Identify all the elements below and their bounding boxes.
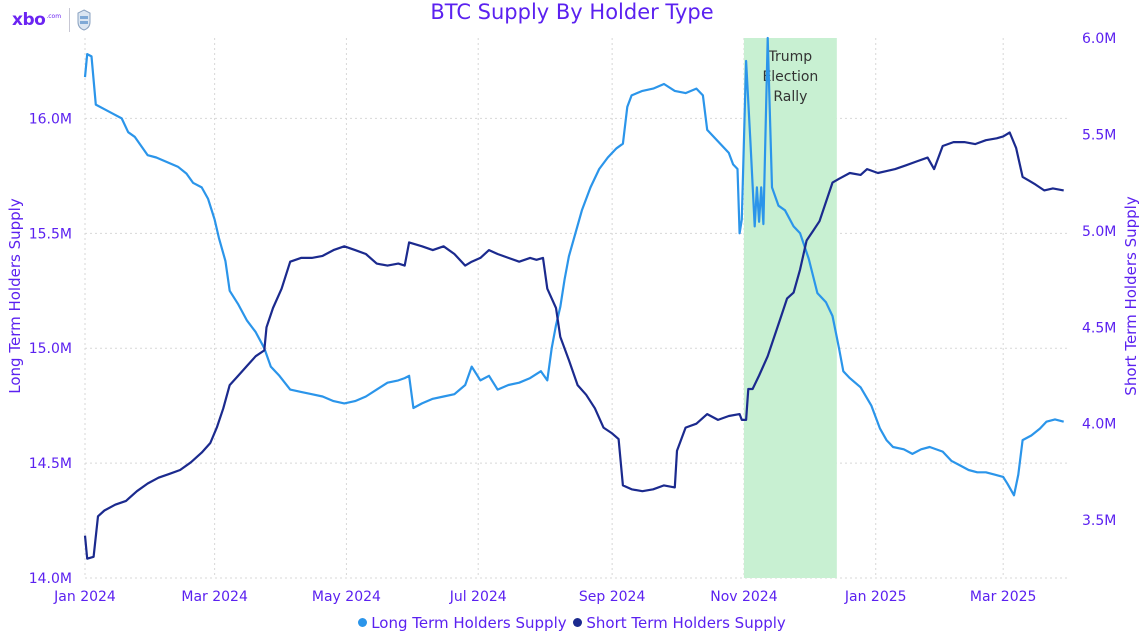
legend-label-short-term: Short Term Holders Supply: [586, 614, 786, 632]
left-tick-label: 14.5M: [29, 456, 72, 472]
gridlines: [84, 38, 1068, 579]
left-axis: 14.0M 14.5M 15.0M 15.5M 16.0M: [29, 111, 72, 587]
left-tick-label: 16.0M: [29, 111, 72, 127]
logo-domain: .com: [46, 12, 62, 20]
left-axis-title: Long Term Holders Supply: [6, 198, 24, 394]
x-tick-label: Mar 2025: [970, 589, 1037, 605]
right-tick-label: 3.5M: [1082, 513, 1116, 529]
legend: Long Term Holders Supply Short Term Hold…: [0, 614, 1144, 632]
right-tick-label: 4.5M: [1082, 320, 1116, 336]
annotation-line: Rally: [773, 89, 807, 105]
series-line-short-term: [83, 131, 1064, 560]
left-tick-label: 15.0M: [29, 341, 72, 357]
right-tick-label: 5.0M: [1082, 224, 1116, 240]
legend-item-short-term[interactable]: Short Term Holders Supply: [573, 614, 786, 632]
x-tick-label: Mar 2024: [181, 589, 248, 605]
highlight-region: [743, 38, 837, 578]
left-tick-label: 15.5M: [29, 226, 72, 242]
legend-marker-short-term: [573, 618, 583, 627]
right-axis-title: Short Term Holders Supply: [1122, 196, 1140, 396]
x-tick-label: Jan 2024: [53, 589, 116, 605]
right-tick-label: 6.0M: [1082, 31, 1116, 47]
x-tick-label: Jul 2024: [449, 589, 507, 605]
right-axis: 3.5M 4.0M 4.5M 5.0M 5.5M 6.0M: [1082, 31, 1116, 529]
x-tick-label: Sep 2024: [579, 589, 646, 605]
right-tick-label: 4.0M: [1082, 417, 1116, 433]
brand-logo: xbo .com: [12, 6, 92, 34]
x-tick-label: Nov 2024: [710, 589, 777, 605]
right-tick-label: 5.5M: [1082, 127, 1116, 143]
left-tick-label: 14.0M: [29, 571, 72, 587]
series-line-long-term: [83, 36, 1064, 497]
logo-text: xbo: [12, 10, 46, 30]
logo-divider: [69, 8, 71, 32]
x-tick-label: Jan 2025: [844, 589, 907, 605]
legend-marker-long-term: [358, 618, 368, 627]
legend-item-long-term[interactable]: Long Term Holders Supply: [358, 614, 567, 632]
annotation-line: Trump: [768, 49, 813, 65]
annotation-line: Election: [762, 69, 818, 85]
x-axis: Jan 2024 Mar 2024 May 2024 Jul 2024 Sep 2024…: [53, 589, 1036, 605]
crest-icon: [77, 9, 91, 31]
chart-title: BTC Supply By Holder Type: [430, 0, 714, 24]
series-layer: [83, 36, 1064, 560]
annotation-label: Trump Election Rally: [762, 49, 818, 105]
x-tick-label: May 2024: [312, 589, 381, 605]
legend-label-long-term: Long Term Holders Supply: [371, 614, 567, 632]
